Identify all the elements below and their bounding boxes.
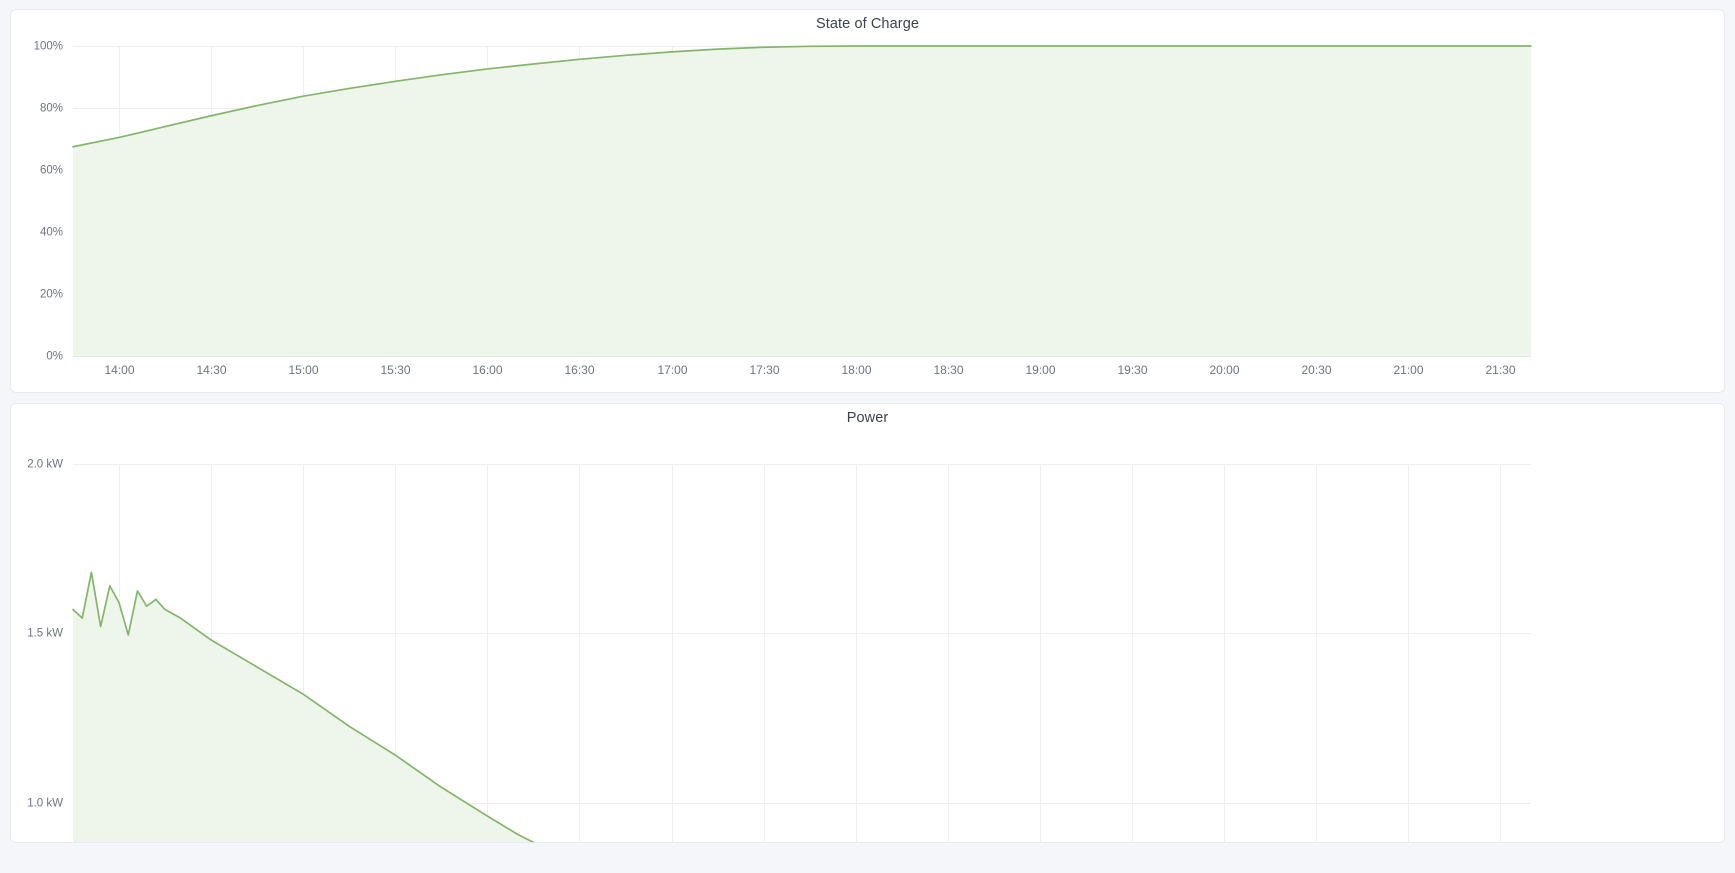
- chart-power[interactable]: 0 W500 W1.0 kW1.5 kW2.0 kW14:0014:3015:0…: [11, 404, 1724, 842]
- x-axis-tick-label: 17:30: [749, 363, 779, 377]
- series-line: [72, 45, 1532, 148]
- power-plot[interactable]: 0 W500 W1.0 kW1.5 kW2.0 kW14:0014:3015:0…: [11, 404, 1724, 842]
- series-area-fill: [73, 572, 533, 842]
- y-axis-tick-label: 20%: [40, 289, 63, 301]
- x-axis-tick-label: 14:00: [104, 363, 134, 377]
- x-axis-tick-label: 18:00: [841, 363, 871, 377]
- x-axis-tick-label: 19:30: [1117, 363, 1147, 377]
- x-axis-tick-label: 14:30: [196, 363, 226, 377]
- x-axis-tick-label: 16:30: [564, 363, 594, 377]
- y-axis-tick-label: 1.0 kW: [27, 798, 63, 810]
- y-axis-tick-label: 60%: [40, 165, 63, 177]
- y-axis-tick-label: 1.5 kW: [27, 628, 63, 640]
- x-axis-tick-label: 21:30: [1485, 363, 1515, 377]
- series-line: [72, 571, 535, 842]
- x-axis-tick-label: 20:00: [1209, 363, 1239, 377]
- x-axis-tick-label: 17:00: [657, 363, 687, 377]
- panel-title-state-of-charge: State of Charge: [815, 16, 920, 32]
- x-axis-tick-label: 15:30: [380, 363, 410, 377]
- x-axis-tick-label: 21:00: [1393, 363, 1423, 377]
- panel-power: Power 0 W500 W1.0 kW1.5 kW2.0 kW14:0014:…: [10, 403, 1725, 843]
- x-axis-tick-label: 19:00: [1025, 363, 1055, 377]
- y-axis-tick-label: 0%: [46, 351, 63, 363]
- x-axis-tick-label: 20:30: [1301, 363, 1331, 377]
- y-axis-tick-label: 2.0 kW: [27, 459, 63, 471]
- x-axis-tick-label: 15:00: [288, 363, 318, 377]
- x-axis-tick-label: 18:30: [933, 363, 963, 377]
- y-axis-tick-label: 100%: [34, 41, 63, 53]
- panel-state-of-charge: State of Charge 0% 20% 40% 60% 80% 100% 14:00 1…: [10, 9, 1725, 393]
- y-axis-tick-label: 40%: [40, 227, 63, 239]
- x-axis-tick-label: 16:00: [472, 363, 502, 377]
- y-axis-tick-label: 80%: [40, 103, 63, 115]
- chart-state-of-charge[interactable]: 0% 20% 40% 60% 80% 100% 14:00 14:30 15:00 15:30 16…: [11, 10, 1724, 392]
- panel-title-power: Power: [846, 410, 889, 426]
- series-area-fill: [73, 46, 1531, 356]
- state-of-charge-plot[interactable]: 0% 20% 40% 60% 80% 100% 14:00 14:30 15:00 15:30 16…: [11, 10, 1724, 392]
